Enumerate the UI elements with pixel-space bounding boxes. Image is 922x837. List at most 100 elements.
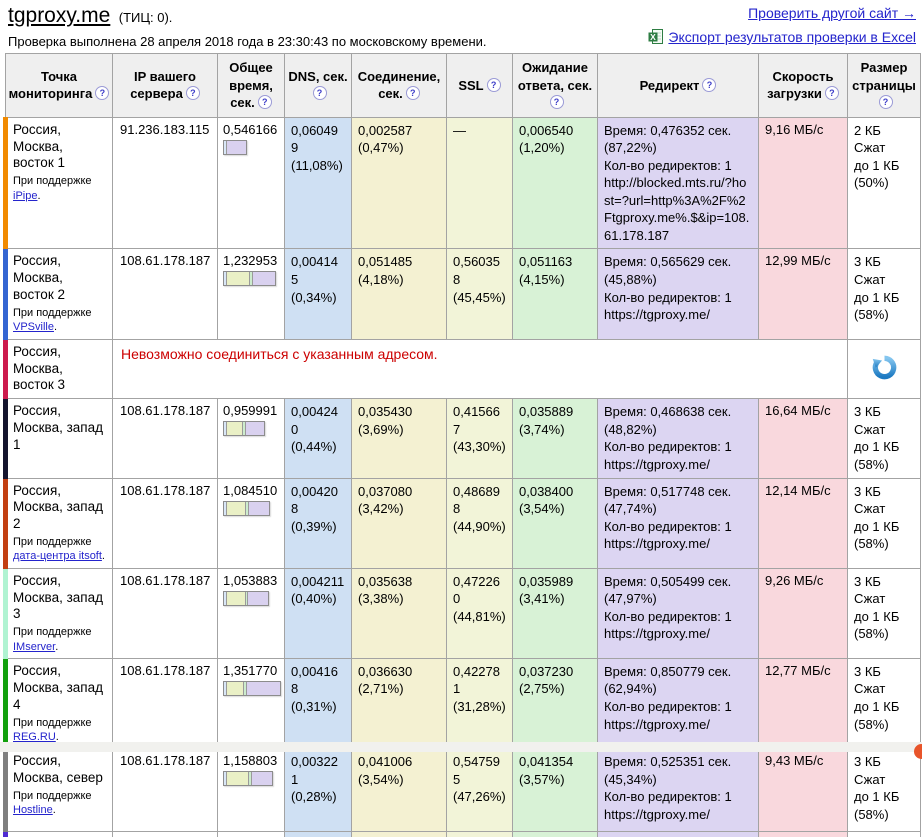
col-header-label: IP вашего сервера — [130, 68, 196, 102]
connect-cell: 0,051485 (4,18%) — [351, 248, 447, 340]
support-link[interactable]: iPipe — [13, 189, 38, 202]
size-cell: 3 КБ Сжат до 1 КБ (58%) — [847, 248, 921, 340]
total-time-cell: 1,351770 — [217, 657, 285, 750]
speed-cell: 9,16 МБ/с — [758, 116, 848, 250]
speed-cell: 12,14 МБ/с — [758, 477, 848, 569]
support-link[interactable]: Hostline — [13, 804, 53, 817]
help-icon[interactable]: ? — [549, 95, 564, 110]
partial-cell — [3, 831, 113, 837]
support-note: При поддержке IMserver. — [13, 626, 92, 653]
page-bottom-strip — [0, 742, 922, 752]
table-row-error: Россия, Москва, восток 3 Невозможно соеди… — [3, 338, 921, 400]
support-link[interactable]: дата-центра itsoft — [13, 550, 102, 563]
support-note: При поддержке дата-центра itsoft. — [13, 536, 105, 563]
help-icon[interactable]: ? — [702, 77, 717, 92]
support-note: При поддержке Hostline. — [13, 789, 92, 817]
location-text: Россия, Москва, восток 1 — [13, 121, 65, 171]
size-cell: 3 КБ Сжат до 1 КБ (58%) — [847, 567, 921, 659]
error-message-cell: Невозможно соединиться с указанным адрес… — [112, 338, 848, 400]
col-header-redirect: Редирект? — [597, 53, 759, 118]
partial-cell — [284, 831, 352, 837]
help-icon[interactable]: ? — [405, 86, 420, 101]
support-note: При поддержке iPipe. — [13, 175, 92, 202]
check-another-site-link[interactable]: Проверить другой сайт → — [748, 5, 916, 21]
support-link[interactable]: VPSville — [13, 321, 54, 334]
total-time-value: 1,351770 — [223, 662, 278, 678]
help-icon[interactable]: ? — [185, 86, 200, 101]
size-cell: 3 КБ Сжат до 1 КБ (58%) — [847, 748, 921, 833]
table-row: Россия, Москва, восток 1 При поддержке iPi… — [3, 116, 921, 250]
support-link[interactable]: REG.RU — [13, 730, 56, 743]
total-time-bar — [223, 271, 276, 287]
wait-cell: 0,035889 (3,74%) — [512, 398, 598, 479]
col-header-speed: Скорость загрузки? — [758, 53, 848, 118]
export-excel-link[interactable]: Экспорт результатов проверки в Excel — [668, 29, 916, 45]
location-text: Россия, Москва, восток 3 — [13, 343, 65, 393]
total-time-bar — [223, 500, 270, 516]
wait-cell: 0,037230 (2,75%) — [512, 657, 598, 750]
col-header-label: Размер страницы — [852, 60, 916, 93]
location-text: Россия, Москва, запад 2 — [13, 482, 103, 532]
col-header-size: Размер страницы? — [847, 53, 921, 118]
results-table: Точка мониторинга? IP вашего сервера? Об… — [3, 53, 921, 837]
ssl-cell: 0,547595 (47,26%) — [446, 748, 513, 833]
total-time-cell: 0,959991 — [217, 398, 285, 479]
check-timestamp: Проверка выполнена 28 апреля 2018 года в… — [8, 34, 487, 49]
ip-cell: 108.61.178.187 — [112, 748, 218, 833]
help-icon[interactable]: ? — [486, 77, 501, 92]
help-icon[interactable]: ? — [878, 95, 893, 110]
col-header-wait: Ожидание ответа, сек.? — [512, 53, 598, 118]
wait-cell: 0,006540 (1,20%) — [512, 116, 598, 250]
col-header-ssl: SSL? — [446, 53, 513, 118]
partial-cell — [847, 831, 921, 837]
page-header: tgproxy.me (ТИЦ: 0). Проверка выполнена … — [0, 0, 922, 53]
size-cell: 3 КБ Сжат до 1 КБ (58%) — [847, 657, 921, 750]
total-time-value: 1,084510 — [223, 482, 278, 498]
total-time-cell: 1,053883 — [217, 567, 285, 659]
location-text: Россия, Москва, запад 1 — [13, 403, 103, 453]
partial-cell — [758, 831, 848, 837]
monitoring-point-cell: Россия, Москва, запад 1 — [3, 398, 113, 479]
col-header-label: Общее время, сек. — [229, 60, 273, 111]
dns-cell: 0,004211 (0,40%) — [284, 567, 352, 659]
wait-cell: 0,051163 (4,15%) — [512, 248, 598, 340]
total-time-bar — [223, 680, 281, 696]
col-header-total-time: Общее время, сек.? — [217, 53, 285, 118]
support-note: При поддержке REG.RU. — [13, 716, 92, 743]
ssl-cell: 0,486898 (44,90%) — [446, 477, 513, 569]
col-header-connect: Соединение, сек.? — [351, 53, 447, 118]
ip-cell: 108.61.178.187 — [112, 248, 218, 340]
speed-cell: 9,26 МБ/с — [758, 567, 848, 659]
support-link[interactable]: IMserver — [13, 640, 56, 653]
col-header-ip: IP вашего сервера? — [112, 53, 218, 118]
location-text: Россия, Москва, восток 2 — [13, 253, 65, 303]
col-header-label: Соединение, сек. — [357, 68, 441, 102]
table-row: Россия, Москва, запад 4 При поддержке REG.… — [3, 657, 921, 750]
ssl-cell: — — [446, 116, 513, 250]
ip-cell: 108.61.178.187 — [112, 567, 218, 659]
help-icon[interactable]: ? — [95, 86, 110, 101]
dns-cell: 0,004240 (0,44%) — [284, 398, 352, 479]
results-body: Россия, Москва, восток 1 При поддержке iPi… — [3, 116, 921, 837]
help-icon[interactable]: ? — [312, 86, 327, 101]
speed-cell: 12,99 МБ/с — [758, 248, 848, 340]
help-icon[interactable]: ? — [257, 95, 272, 110]
wait-cell: 0,035989 (3,41%) — [512, 567, 598, 659]
excel-icon[interactable]: X — [648, 29, 664, 45]
connect-cell: 0,002587 (0,47%) — [351, 116, 447, 250]
size-cell: 3 КБ Сжат до 1 КБ (58%) — [847, 477, 921, 569]
ssl-cell: 0,415667 (43,30%) — [446, 398, 513, 479]
dns-cell: 0,060499 (11,08%) — [284, 116, 352, 250]
connect-cell: 0,036630 (2,71%) — [351, 657, 447, 750]
partial-cell — [217, 831, 285, 837]
svg-text:X: X — [651, 32, 657, 42]
redirect-cell: Время: 0,505499 сек. (47,97%) Кол-во ред… — [597, 567, 759, 659]
location-text: Россия, Москва, запад 3 — [13, 572, 103, 622]
size-cell: 2 КБ Сжат до 1 КБ (50%) — [847, 116, 921, 250]
connect-cell: 0,041006 (3,54%) — [351, 748, 447, 833]
total-time-cell: 0,546166 — [217, 116, 285, 250]
site-title-link[interactable]: tgproxy.me — [8, 4, 111, 27]
help-icon[interactable]: ? — [824, 86, 839, 101]
tic-label: (ТИЦ: 0). — [118, 10, 173, 25]
refresh-icon[interactable] — [871, 354, 898, 381]
